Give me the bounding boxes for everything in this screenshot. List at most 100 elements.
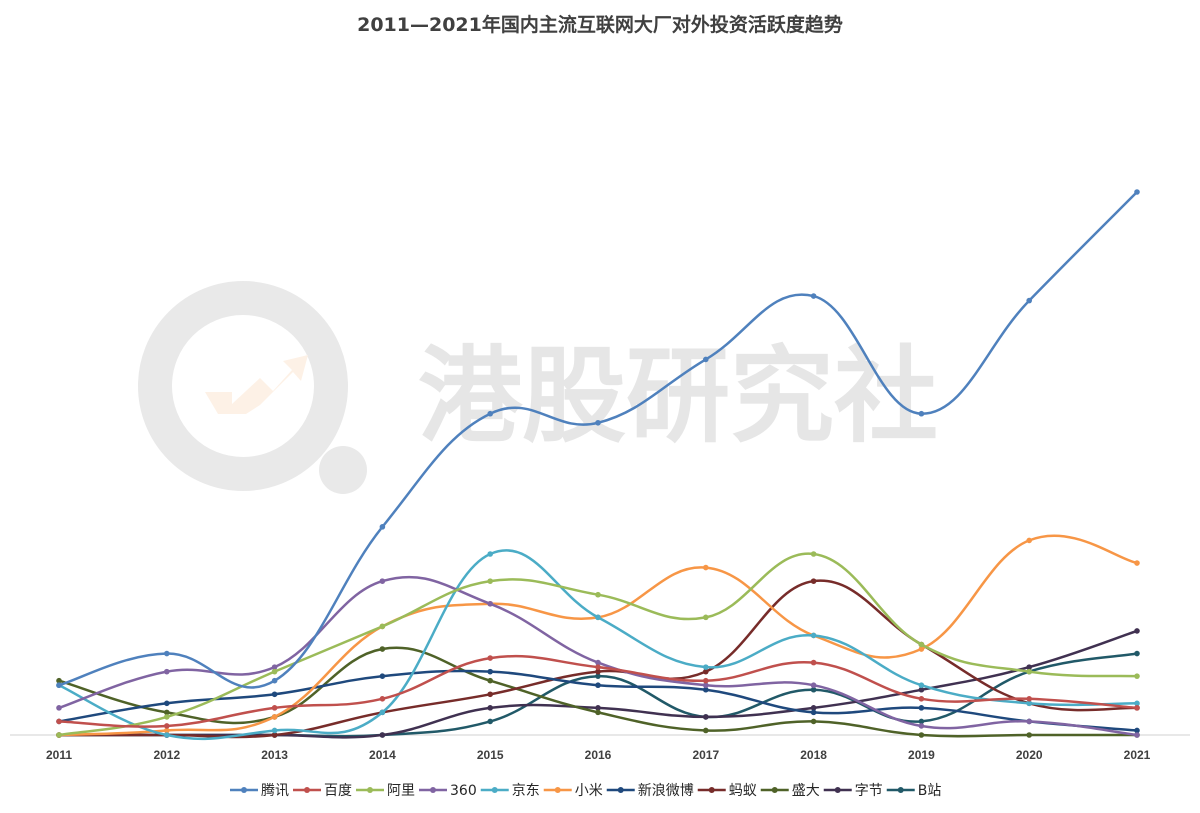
- watermark-arrow-icon: [205, 355, 308, 414]
- data-point-3-2014: [379, 578, 386, 584]
- legend-label: 字节: [855, 783, 883, 799]
- legend-item-10: B站: [886, 783, 942, 799]
- data-point-3-2019: [918, 723, 925, 729]
- watermark-logo-ring: [138, 281, 348, 491]
- legend-swatch-marker: [771, 787, 778, 793]
- data-point-2-2015: [487, 578, 494, 584]
- data-point-1-2014: [379, 696, 386, 702]
- data-point-4-2016: [595, 614, 601, 621]
- data-point-9-2014: [379, 732, 386, 738]
- data-point-1-2017: [703, 677, 709, 684]
- data-point-1-2012: [164, 723, 170, 729]
- data-point-10-2019: [918, 718, 925, 725]
- data-point-7-2018: [810, 578, 817, 584]
- data-point-3-2017: [703, 682, 709, 689]
- data-point-2-2020: [1026, 668, 1032, 675]
- data-point-3-2016: [595, 659, 601, 666]
- x-axis-ticks: 2011 2012 2013 2014 2015 2016 2017 2018 2019 2020…: [46, 748, 1151, 762]
- data-point-3-2015: [487, 600, 494, 607]
- data-point-2-2021: [1134, 673, 1140, 679]
- data-point-2-2018: [810, 551, 817, 557]
- data-point-5-2012: [164, 727, 170, 734]
- data-point-4-2017: [703, 664, 709, 670]
- legend-item-6: 新浪微博: [606, 782, 694, 799]
- data-point-6-2012: [164, 700, 170, 707]
- data-point-8-2011: [56, 677, 62, 684]
- data-point-10-2016: [595, 673, 601, 679]
- x-tick-label-2014: 2014: [369, 748, 396, 762]
- x-tick-label-2015: 2015: [477, 748, 504, 762]
- legend-label: 腾讯: [261, 782, 289, 799]
- legend-swatch-marker: [367, 787, 373, 793]
- data-point-6-2021: [1134, 727, 1140, 734]
- legend-label: 京东: [512, 783, 540, 799]
- legend-item-7: 蚂蚁: [697, 783, 757, 799]
- data-point-9-2020: [1026, 664, 1032, 670]
- legend-swatch-marker: [897, 787, 904, 793]
- data-point-10-2018: [810, 686, 817, 693]
- legend-label: B站: [918, 783, 942, 799]
- data-point-4-2020: [1026, 700, 1032, 707]
- data-point-0-2013: [271, 677, 278, 684]
- data-point-1-2018: [810, 659, 817, 666]
- data-point-3-2018: [810, 682, 817, 689]
- legend-item-2: 阿里: [356, 783, 415, 799]
- data-point-8-2018: [810, 718, 817, 725]
- data-point-4-2012: [164, 732, 170, 738]
- data-point-2-2019: [918, 641, 925, 648]
- data-point-5-2021: [1134, 560, 1140, 566]
- legend-item-1: 百度: [293, 783, 352, 799]
- x-tick-label-2020: 2020: [1016, 748, 1043, 762]
- legend-item-8: 盛大: [760, 783, 820, 799]
- series-line-5: [57, 534, 1139, 737]
- data-point-8-2020: [1026, 732, 1032, 738]
- series-line-3: [57, 575, 1139, 737]
- data-point-10-2021: [1134, 650, 1140, 657]
- series-line-4: [57, 549, 1139, 741]
- x-tick-label-2011: 2011: [46, 748, 72, 762]
- legend-item-9: 字节: [823, 783, 883, 799]
- data-point-1-2011: [56, 718, 62, 725]
- data-point-8-2015: [487, 677, 494, 684]
- data-point-6-2019: [918, 705, 925, 711]
- x-tick-label-2017: 2017: [692, 748, 719, 762]
- watermark-text: 港股研究社: [418, 335, 938, 457]
- data-point-0-2020: [1026, 297, 1032, 304]
- data-point-8-2017: [703, 727, 709, 734]
- data-point-8-2014: [379, 646, 386, 652]
- data-point-1-2013: [271, 705, 278, 711]
- watermark-logo-dot: [319, 446, 367, 494]
- series-3: [56, 575, 1140, 738]
- legend-item-4: 京东: [480, 783, 540, 799]
- data-point-2-2013: [271, 668, 278, 675]
- data-point-0-2015: [487, 410, 494, 417]
- chart-title: 2011—2021年国内主流互联网大厂对外投资活跃度趋势: [357, 14, 843, 36]
- legend-swatch-marker: [304, 787, 310, 793]
- x-tick-label-2021: 2021: [1124, 748, 1151, 762]
- data-point-2-2014: [379, 623, 386, 630]
- data-point-6-2015: [487, 668, 494, 675]
- series-line-7: [57, 579, 1139, 739]
- data-point-4-2013: [271, 727, 278, 734]
- data-point-7-2016: [595, 668, 601, 675]
- data-point-2-2016: [595, 591, 601, 598]
- data-point-9-2017: [703, 714, 709, 720]
- data-point-0-2016: [595, 419, 601, 426]
- legend-item-0: 腾讯: [230, 782, 289, 799]
- legend-item-5: 小米: [543, 783, 603, 799]
- data-point-4-2014: [379, 709, 386, 716]
- data-point-6-2016: [595, 682, 601, 689]
- series-layer: [56, 189, 1140, 741]
- data-point-3-2013: [271, 664, 278, 670]
- data-point-4-2018: [810, 632, 817, 639]
- data-point-9-2016: [595, 705, 601, 711]
- data-point-0-2011: [56, 682, 62, 689]
- series-4: [56, 549, 1140, 741]
- x-tick-label-2012: 2012: [153, 748, 180, 762]
- data-point-2-2012: [164, 714, 170, 720]
- legend-swatch-marker: [708, 787, 715, 793]
- data-point-4-2021: [1134, 700, 1140, 707]
- data-point-1-2021: [1134, 705, 1140, 711]
- data-point-1-2019: [918, 696, 925, 702]
- data-point-9-2015: [487, 705, 494, 711]
